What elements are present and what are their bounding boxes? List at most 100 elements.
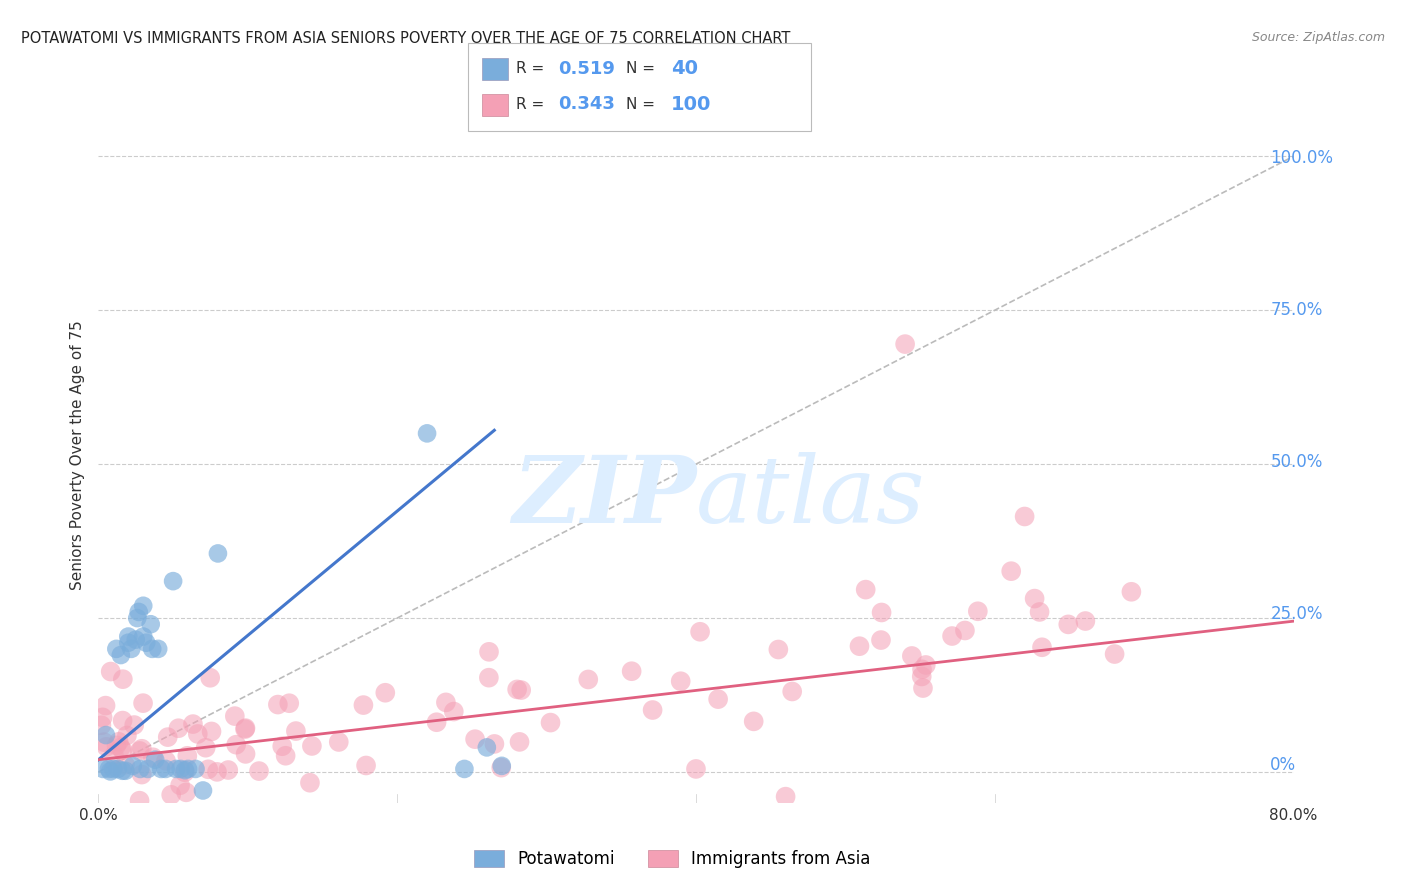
Text: R =: R = xyxy=(516,62,550,76)
Point xyxy=(179,754,201,768)
Point xyxy=(481,688,503,702)
Point xyxy=(1010,504,1032,518)
Point xyxy=(204,759,226,773)
Point xyxy=(214,635,236,649)
Text: 40: 40 xyxy=(671,59,697,78)
Point xyxy=(651,657,673,671)
Point xyxy=(713,618,735,632)
Point xyxy=(172,690,194,705)
Point xyxy=(212,610,235,624)
Point xyxy=(526,729,548,743)
Point xyxy=(298,739,321,753)
Point xyxy=(1018,585,1040,599)
Point xyxy=(384,727,406,741)
Point xyxy=(879,599,901,613)
Point xyxy=(194,635,217,649)
Point xyxy=(186,756,209,770)
Point xyxy=(859,632,882,647)
Point xyxy=(298,714,321,728)
Text: N =: N = xyxy=(626,62,659,76)
Point xyxy=(243,755,266,769)
Point xyxy=(762,706,785,721)
Point xyxy=(188,756,211,770)
Point xyxy=(785,635,807,649)
Point xyxy=(997,558,1019,573)
Point xyxy=(209,754,232,768)
Point xyxy=(222,754,245,768)
Point xyxy=(1064,607,1087,622)
Point xyxy=(335,740,357,755)
Point xyxy=(920,650,942,665)
Point xyxy=(520,664,543,678)
Point xyxy=(228,722,250,736)
Point xyxy=(263,732,285,747)
Point xyxy=(730,684,752,698)
Legend: Potawatomi, Immigrants from Asia: Potawatomi, Immigrants from Asia xyxy=(494,833,904,864)
Point xyxy=(197,710,219,724)
Point xyxy=(943,622,966,636)
Point xyxy=(955,616,977,631)
Point xyxy=(239,770,262,784)
Text: 0.343: 0.343 xyxy=(558,95,614,113)
Point xyxy=(179,740,201,755)
Y-axis label: Seniors Poverty Over the Age of 75: Seniors Poverty Over the Age of 75 xyxy=(70,316,86,585)
Point xyxy=(232,568,254,582)
Point xyxy=(498,754,520,768)
Point xyxy=(191,623,214,637)
Point xyxy=(187,735,209,749)
Point xyxy=(1022,599,1045,613)
Point xyxy=(201,599,224,613)
Point xyxy=(169,754,191,768)
Point xyxy=(205,623,228,637)
Point xyxy=(966,598,988,612)
Point xyxy=(267,716,290,731)
Point xyxy=(231,779,253,793)
Point xyxy=(253,754,276,768)
Point xyxy=(245,776,267,790)
Point xyxy=(905,642,928,657)
Point xyxy=(202,736,225,750)
Point xyxy=(226,754,249,768)
Text: 100: 100 xyxy=(671,95,711,114)
Point xyxy=(409,750,432,764)
Point xyxy=(200,605,222,619)
Point xyxy=(183,754,205,768)
Point xyxy=(187,706,209,720)
Point xyxy=(273,756,295,771)
Point xyxy=(250,709,273,723)
Point xyxy=(187,665,209,679)
Point xyxy=(264,754,287,768)
Point xyxy=(174,754,197,768)
Point xyxy=(235,754,257,768)
Point xyxy=(472,707,495,722)
Point xyxy=(208,629,231,643)
Point xyxy=(226,746,249,760)
Point xyxy=(357,767,380,781)
Point xyxy=(246,740,269,755)
Point xyxy=(332,731,354,745)
Point xyxy=(328,690,350,704)
Point xyxy=(176,756,198,770)
Point xyxy=(195,750,218,764)
Text: atlas: atlas xyxy=(721,447,950,537)
Point xyxy=(900,334,922,348)
Point xyxy=(217,744,239,758)
Point xyxy=(198,625,221,640)
Point xyxy=(1091,640,1114,654)
Point xyxy=(576,707,599,722)
Point xyxy=(266,664,288,678)
Point xyxy=(288,701,311,715)
Point xyxy=(274,541,297,555)
Point xyxy=(359,731,381,745)
Point xyxy=(181,635,204,649)
Point xyxy=(183,727,205,741)
Point xyxy=(254,719,277,733)
Point xyxy=(243,756,266,771)
Point xyxy=(283,755,305,769)
Point xyxy=(547,675,569,690)
Text: Source: ZipAtlas.com: Source: ZipAtlas.com xyxy=(1251,31,1385,45)
Point xyxy=(202,785,225,799)
Point xyxy=(170,727,193,741)
Point xyxy=(508,724,530,739)
Point xyxy=(488,697,510,711)
